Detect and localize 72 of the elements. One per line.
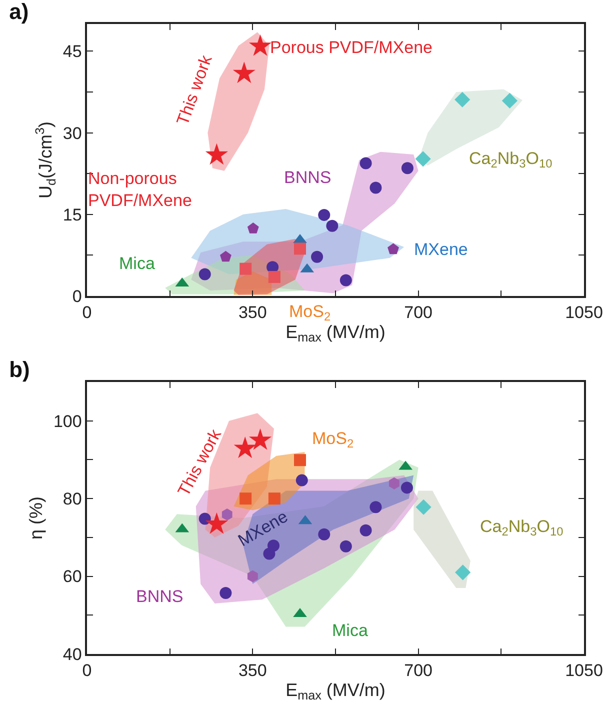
y-tick-label: 45 <box>62 42 82 62</box>
annotation: This work <box>174 426 226 500</box>
point <box>311 250 324 263</box>
x-tick-label: 700 <box>404 303 433 322</box>
point <box>248 428 272 450</box>
point <box>401 162 414 174</box>
point <box>198 512 211 525</box>
point <box>340 540 352 552</box>
point <box>234 436 256 458</box>
annotation: Mica <box>332 621 368 640</box>
point <box>205 143 228 165</box>
text: MoS$_{2}$ <box>289 302 331 324</box>
y-tick-label: 0 <box>72 286 82 306</box>
annotation: BNNS <box>136 587 184 606</box>
y-tick-label: 60 <box>62 567 82 586</box>
point <box>263 548 276 560</box>
point <box>360 157 372 170</box>
point <box>502 92 518 108</box>
point <box>370 501 382 514</box>
annotation: This work <box>173 52 216 128</box>
point <box>268 270 280 283</box>
point <box>318 208 330 221</box>
annotation: MXene <box>414 240 468 259</box>
annotation: Non-porous PVDF/MXene <box>88 169 192 210</box>
point <box>318 528 330 540</box>
point <box>205 512 228 534</box>
point <box>294 242 306 255</box>
chart-title: b) <box>9 356 30 382</box>
x-tick-label: 350 <box>238 661 267 680</box>
y-tick-label: 100 <box>53 412 82 431</box>
point <box>268 492 280 505</box>
point <box>220 586 232 599</box>
point <box>296 474 308 486</box>
point <box>400 482 413 494</box>
point <box>388 243 399 254</box>
x-axis-title: E$_{max}$ (MV/m) <box>286 680 386 703</box>
point <box>240 492 252 505</box>
point <box>232 62 256 84</box>
point <box>416 499 432 515</box>
point <box>455 564 471 580</box>
annotation: Porous PVDF/MXene <box>270 38 433 57</box>
point <box>415 151 431 167</box>
y-tick-label: 15 <box>62 205 82 224</box>
y-tick-label: 80 <box>62 490 82 509</box>
y-tick-label: 30 <box>62 124 82 143</box>
x-tick-label: 350 <box>238 303 267 322</box>
point <box>454 92 470 108</box>
point <box>240 262 252 275</box>
point <box>247 222 259 234</box>
point <box>198 268 211 280</box>
point <box>326 220 338 232</box>
y-tick-label: 40 <box>62 644 82 664</box>
annotation: MoS$_{2}$ <box>312 429 354 451</box>
point <box>247 570 258 582</box>
point <box>248 34 272 56</box>
annotation: Ca$_{2}$Nb$_{3}$O$_{10}$ <box>480 517 564 539</box>
x-tick-label: 1050 <box>565 661 603 680</box>
point <box>340 274 352 286</box>
point <box>294 454 306 466</box>
point <box>370 182 382 194</box>
point <box>222 508 232 520</box>
point <box>360 524 372 536</box>
x-axis-title: E$_{max}$ (MV/m) <box>286 322 386 345</box>
annotation: BNNS <box>284 168 332 187</box>
x-tick-label: 700 <box>404 661 433 680</box>
point <box>388 477 400 490</box>
annotation: Ca$_{2}$Nb$_{3}$O$_{10}$ <box>469 149 553 171</box>
x-tick-label: 1050 <box>565 303 603 322</box>
y-axis-title: η (%) <box>26 496 46 540</box>
chart-title: a) <box>9 0 29 24</box>
annotation: Mica <box>119 254 156 273</box>
point <box>220 250 232 262</box>
